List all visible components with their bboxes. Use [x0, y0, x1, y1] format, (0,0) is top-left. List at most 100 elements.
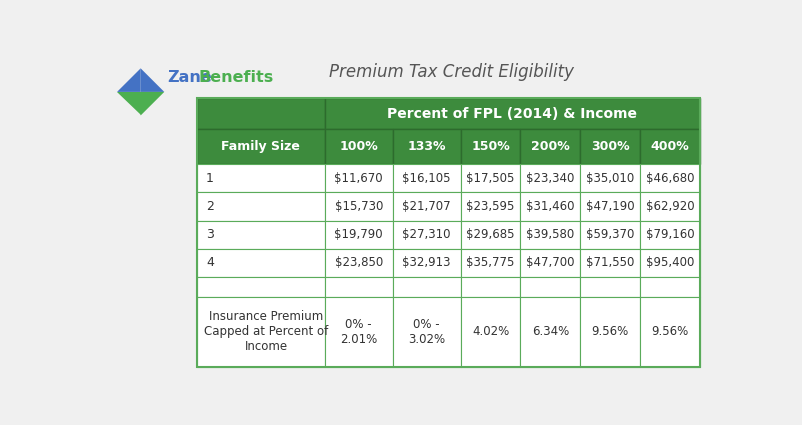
Text: $71,550: $71,550: [586, 256, 634, 269]
Bar: [581, 277, 640, 297]
Text: Percent of FPL (2014) & Income: Percent of FPL (2014) & Income: [387, 107, 638, 121]
Text: $59,370: $59,370: [586, 228, 634, 241]
Bar: [393, 297, 460, 367]
Bar: [581, 164, 640, 193]
Text: $79,160: $79,160: [646, 228, 695, 241]
Bar: [520, 297, 581, 367]
Bar: [325, 221, 393, 249]
Text: $21,707: $21,707: [403, 200, 451, 213]
Text: $35,010: $35,010: [586, 172, 634, 185]
Bar: [393, 193, 460, 221]
Bar: [520, 277, 581, 297]
Bar: [393, 277, 460, 297]
Text: 4.02%: 4.02%: [472, 326, 509, 338]
Bar: [520, 193, 581, 221]
Bar: [196, 99, 325, 129]
Text: Benefits: Benefits: [198, 70, 273, 85]
Text: 1: 1: [206, 172, 214, 185]
Bar: [581, 297, 640, 367]
Text: $23,595: $23,595: [466, 200, 515, 213]
Text: $46,680: $46,680: [646, 172, 695, 185]
Bar: [640, 297, 700, 367]
Text: Premium Tax Credit Eligibility: Premium Tax Credit Eligibility: [329, 63, 574, 81]
Bar: [640, 129, 700, 164]
Bar: [460, 221, 520, 249]
Bar: [196, 249, 325, 277]
Bar: [520, 164, 581, 193]
Text: $62,920: $62,920: [646, 200, 695, 213]
Bar: [393, 129, 460, 164]
Bar: [393, 221, 460, 249]
Bar: [460, 277, 520, 297]
Text: Insurance Premium
Capped at Percent of
Income: Insurance Premium Capped at Percent of I…: [204, 310, 328, 354]
Text: 400%: 400%: [650, 140, 690, 153]
Bar: [640, 221, 700, 249]
Bar: [196, 297, 325, 367]
Text: $17,505: $17,505: [466, 172, 515, 185]
Text: 0% -
3.02%: 0% - 3.02%: [408, 318, 445, 346]
Text: 6.34%: 6.34%: [532, 326, 569, 338]
Text: $23,850: $23,850: [334, 256, 383, 269]
Text: $39,580: $39,580: [526, 228, 574, 241]
Bar: [460, 193, 520, 221]
Bar: [520, 249, 581, 277]
Text: 3: 3: [206, 228, 214, 241]
Bar: [325, 99, 700, 129]
Text: 9.56%: 9.56%: [592, 326, 629, 338]
Bar: [581, 221, 640, 249]
Text: 0% -
2.01%: 0% - 2.01%: [340, 318, 378, 346]
Polygon shape: [117, 92, 140, 116]
Text: $95,400: $95,400: [646, 256, 695, 269]
Text: $23,340: $23,340: [526, 172, 574, 185]
Bar: [460, 249, 520, 277]
Text: $31,460: $31,460: [526, 200, 575, 213]
Text: $19,790: $19,790: [334, 228, 383, 241]
Text: 4: 4: [206, 256, 214, 269]
Bar: [196, 193, 325, 221]
Bar: [196, 129, 325, 164]
Text: 150%: 150%: [471, 140, 510, 153]
Polygon shape: [117, 68, 140, 92]
Bar: [640, 164, 700, 193]
Bar: [325, 129, 393, 164]
Bar: [196, 221, 325, 249]
Bar: [640, 249, 700, 277]
Text: 200%: 200%: [531, 140, 569, 153]
Text: 133%: 133%: [407, 140, 446, 153]
Text: $47,190: $47,190: [586, 200, 634, 213]
Bar: [325, 297, 393, 367]
Text: $29,685: $29,685: [466, 228, 515, 241]
Bar: [325, 193, 393, 221]
Text: Zane: Zane: [168, 70, 212, 85]
Bar: [581, 193, 640, 221]
Bar: [196, 277, 325, 297]
Text: $47,700: $47,700: [526, 256, 575, 269]
Bar: [460, 129, 520, 164]
Bar: [640, 277, 700, 297]
Bar: [520, 129, 581, 164]
Bar: [581, 249, 640, 277]
Text: $35,775: $35,775: [466, 256, 515, 269]
Text: 2: 2: [206, 200, 214, 213]
Polygon shape: [140, 92, 164, 116]
Bar: [325, 164, 393, 193]
Bar: [640, 193, 700, 221]
Text: 300%: 300%: [591, 140, 630, 153]
Bar: [325, 277, 393, 297]
Bar: [460, 164, 520, 193]
Text: $11,670: $11,670: [334, 172, 383, 185]
Text: Family Size: Family Size: [221, 140, 300, 153]
Polygon shape: [140, 68, 164, 92]
Bar: [393, 164, 460, 193]
Text: $27,310: $27,310: [403, 228, 451, 241]
Bar: [581, 129, 640, 164]
Text: $32,913: $32,913: [403, 256, 451, 269]
Text: $16,105: $16,105: [403, 172, 451, 185]
Bar: [520, 221, 581, 249]
Text: $15,730: $15,730: [334, 200, 383, 213]
Bar: [325, 249, 393, 277]
Bar: [393, 249, 460, 277]
Bar: [196, 99, 700, 367]
Bar: [460, 297, 520, 367]
Text: 100%: 100%: [339, 140, 379, 153]
